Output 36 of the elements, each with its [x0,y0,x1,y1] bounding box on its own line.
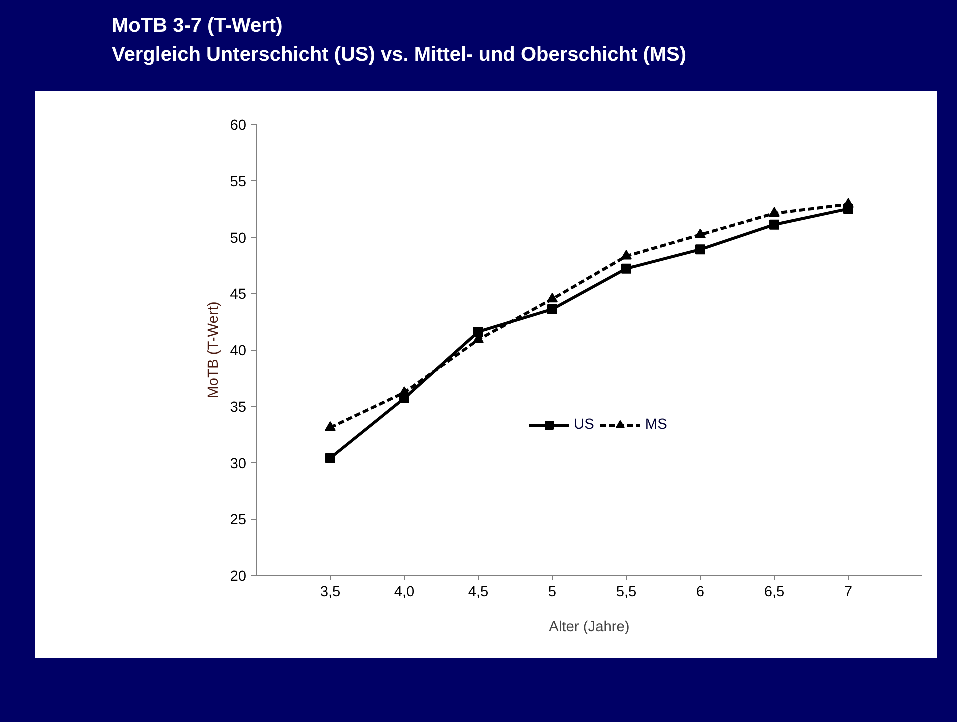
y-tick-label: 20 [230,569,247,586]
point [399,386,410,396]
x-tick-label: 4,0 [394,584,415,601]
x-tick-label: 7 [844,584,853,601]
x-tick-label: 4,5 [468,584,489,601]
y-tick-label: 45 [230,287,247,304]
point [621,250,632,260]
point [548,304,558,315]
x-tick-label: 3,5 [320,584,341,601]
y-tick-label: 25 [230,512,247,529]
point [326,453,336,464]
chart-subtitle: Vergleich Unterschicht (US) vs. Mittel- und Oberschicht (MS) [112,42,687,68]
x-axis-title: Alter (Jahre) [549,620,630,636]
y-tick-label: 50 [230,230,247,247]
point [770,220,780,230]
y-axis-title: MoTB (T-Wert) [206,302,222,398]
y-tick-label: 35 [230,400,247,416]
point [843,198,854,208]
y-tick-label: 40 [230,344,247,360]
point [547,293,558,303]
x-tick-label: 5 [548,584,557,601]
y-tick-label: 30 [230,456,247,472]
y-tick-label: 55 [230,174,247,190]
y-tick-label: 60 [230,118,247,134]
x-tick-label: 6,5 [764,584,785,601]
point [622,264,632,274]
x-tick-label: 5,5 [616,584,637,601]
point [325,422,336,432]
point [695,228,706,239]
legend-label: MS [645,416,668,433]
point [474,327,484,338]
chart-title: MoTB 3-7 (T-Wert) [112,14,283,39]
legend-label: US [574,416,594,433]
point [696,244,706,255]
x-tick-label: 6 [696,584,705,601]
point [769,207,780,218]
